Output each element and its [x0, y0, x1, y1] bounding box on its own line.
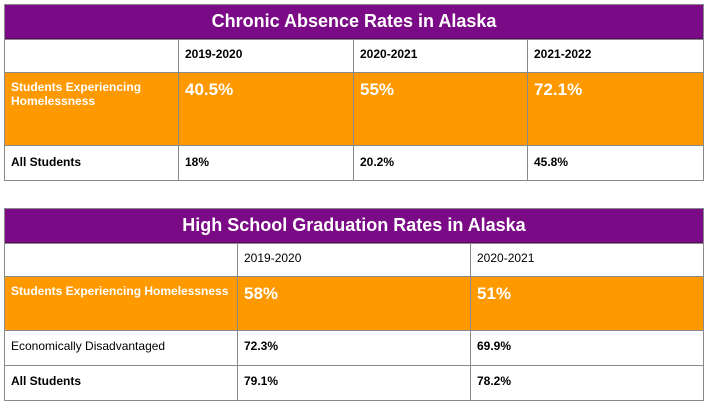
header-row: 2019-2020 2020-2021 2021-2022: [5, 39, 703, 72]
header-cell-empty: [5, 40, 178, 72]
value-cell: 55%: [353, 73, 527, 145]
row-label: All Students: [11, 155, 82, 169]
table-row-all-students: All Students 79.1% 78.2%: [5, 365, 703, 400]
header-cell: 2021-2022: [527, 40, 703, 72]
table-title: Chronic Absence Rates in Alaska: [5, 5, 703, 39]
value-cell: 18%: [178, 146, 353, 180]
value-cell: 69.9%: [470, 331, 703, 365]
value-cell: 20.2%: [353, 146, 527, 180]
header-cell: 2020-2021: [353, 40, 527, 72]
value-cell: 45.8%: [527, 146, 703, 180]
value-cell: 40.5%: [178, 73, 353, 145]
header-cell: 2019-2020: [237, 244, 470, 276]
header-row: 2019-2020 2020-2021: [5, 243, 703, 276]
table-row-homelessness: Students Experiencing Homelessness 58% 5…: [5, 276, 703, 330]
chronic-absence-table: Chronic Absence Rates in Alaska 2019-202…: [4, 4, 704, 181]
table-row-homelessness: Students Experiencing Homelessness 40.5%…: [5, 72, 703, 145]
value-cell: 51%: [470, 277, 703, 330]
value-cell: 72.1%: [527, 73, 703, 145]
header-cell-empty: [5, 244, 237, 276]
table-title: High School Graduation Rates in Alaska: [5, 209, 703, 243]
table-row-economically-disadvantaged: Economically Disadvantaged 72.3% 69.9%: [5, 330, 703, 365]
header-cell: 2020-2021: [470, 244, 703, 276]
row-label: Students Experiencing Homelessness: [11, 80, 142, 108]
value-cell: 58%: [237, 277, 470, 330]
value-cell: 72.3%: [237, 331, 470, 365]
row-label: Students Experiencing Homelessness: [11, 284, 229, 298]
row-label: All Students: [11, 374, 82, 388]
table-row-all-students: All Students 18% 20.2% 45.8%: [5, 145, 703, 180]
graduation-rates-table: High School Graduation Rates in Alaska 2…: [4, 208, 704, 401]
row-label: Economically Disadvantaged: [11, 339, 166, 353]
header-cell: 2019-2020: [178, 40, 353, 72]
value-cell: 79.1%: [237, 366, 470, 400]
value-cell: 78.2%: [470, 366, 703, 400]
